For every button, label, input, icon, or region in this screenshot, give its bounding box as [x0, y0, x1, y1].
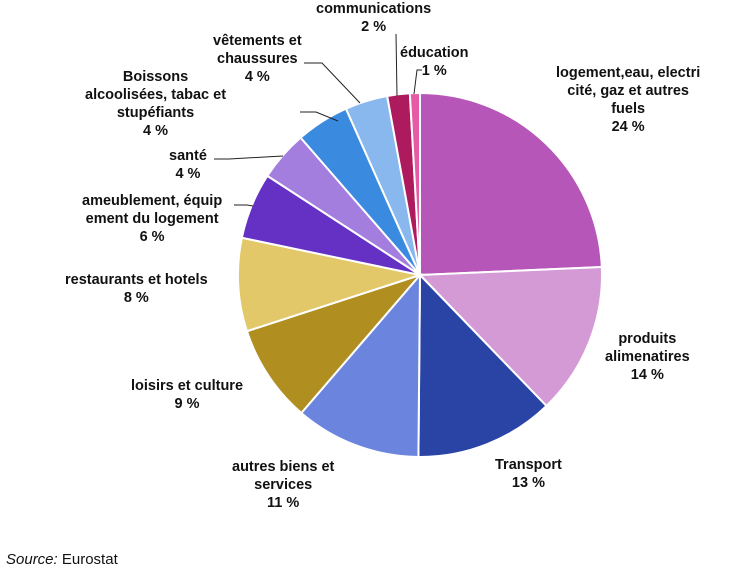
label-text: produits	[618, 331, 677, 347]
label-vetements: vêtements et chaussures 4 %	[213, 32, 302, 86]
label-autres: autres biens et services 11 %	[232, 458, 334, 512]
label-text: cité, gaz et autres	[567, 83, 689, 99]
label-text: ement du logement	[85, 211, 219, 227]
source-value: Eurostat	[57, 551, 118, 568]
label-text: autres biens et	[232, 459, 335, 475]
label-value: 2 %	[361, 19, 387, 35]
label-value: 6 %	[139, 229, 165, 245]
label-value: 11 %	[267, 495, 300, 511]
label-sante: santé 4 %	[169, 147, 207, 183]
label-text: chaussures	[217, 51, 298, 67]
pie-slice	[245, 272, 424, 415]
label-value: 8 %	[123, 290, 149, 306]
label-text: communications	[316, 1, 432, 17]
leader-line-vetements	[304, 62, 361, 104]
label-text: éducation	[400, 45, 469, 61]
label-text: vêtements et	[213, 33, 302, 49]
label-communications: communications 2 %	[316, 0, 431, 36]
pie-slice	[299, 272, 422, 458]
label-text: Transport	[495, 457, 562, 473]
label-text: restaurants et hotels	[65, 272, 208, 288]
label-loisirs: loisirs et culture 9 %	[131, 377, 243, 413]
label-text: alcoolisées, tabac et	[85, 87, 227, 103]
leader-line-education	[413, 69, 422, 95]
source-note: Source: Eurostat	[6, 551, 118, 568]
label-education: éducation 1 %	[400, 44, 468, 80]
label-text: stupéfiants	[116, 105, 195, 121]
label-transport: Transport 13 %	[495, 456, 562, 492]
label-restaurants: restaurants et hotels 8 %	[65, 271, 208, 307]
label-produits: produits alimenatires 14 %	[605, 330, 690, 384]
label-value: 9 %	[174, 396, 200, 412]
label-value: 1 %	[421, 63, 447, 79]
label-value: 4 %	[175, 166, 201, 182]
leader-line-boissons	[300, 111, 339, 122]
pie-slice	[408, 91, 421, 276]
label-text: santé	[169, 148, 207, 164]
pie-slices	[237, 91, 603, 458]
label-value: 14 %	[630, 367, 664, 383]
leader-line-sante	[214, 155, 284, 160]
source-label: Source:	[6, 551, 58, 568]
label-logement: logement,eau, electri cité, gaz et autre…	[556, 64, 700, 136]
label-value: 4 %	[244, 69, 270, 85]
label-ameublement: ameublement, équip ement du logement 6 %	[82, 192, 222, 246]
label-boissons: Boissons alcoolisées, tabac et stupéfian…	[85, 68, 226, 140]
leader-lines	[214, 33, 422, 207]
pie-slice	[417, 272, 548, 458]
label-text: services	[254, 477, 313, 493]
label-text: ameublement, équip	[82, 193, 223, 209]
label-value: 24 %	[611, 119, 645, 135]
label-text: fuels	[611, 101, 646, 117]
leader-line-ameublement	[234, 204, 254, 207]
label-text: alimenatires	[605, 349, 690, 365]
pie-slice	[419, 91, 603, 277]
label-text: loisirs et culture	[131, 378, 244, 394]
label-text: logement,eau, electri	[556, 65, 701, 81]
pie-slice	[417, 266, 603, 408]
leader-line-communications	[395, 33, 398, 97]
label-text: Boissons	[122, 69, 189, 85]
label-value: 4 %	[143, 123, 169, 139]
pie-slice	[237, 236, 424, 333]
label-value: 13 %	[511, 475, 545, 491]
